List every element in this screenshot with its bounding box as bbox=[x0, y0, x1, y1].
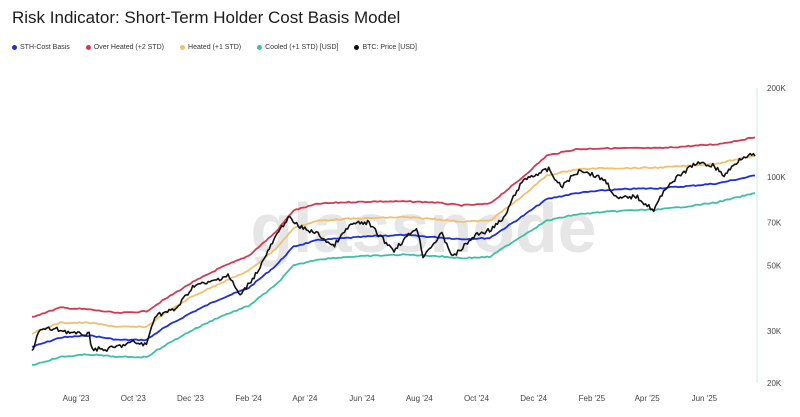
legend-item: Heated (+1 STD) bbox=[180, 44, 241, 51]
y-tick-label: 70K bbox=[767, 218, 782, 227]
x-tick-label: Aug '23 bbox=[63, 394, 90, 403]
legend-swatch bbox=[12, 45, 17, 50]
y-axis-ticks: 20K 30K 50K 70K 100K 200K bbox=[767, 84, 786, 388]
legend-label: Cooled (+1 STD) [USD] bbox=[265, 44, 339, 51]
legend-label: BTC: Price [USD] bbox=[362, 44, 417, 51]
x-tick-label: Jun '25 bbox=[692, 394, 718, 403]
x-tick-label: Oct '24 bbox=[464, 394, 490, 403]
legend-label: Over Heated (+2 STD) bbox=[93, 44, 165, 51]
chart-legend: STH-Cost Basis Over Heated (+2 STD) Heated… bbox=[12, 44, 417, 51]
legend-label: Heated (+1 STD) bbox=[188, 44, 242, 51]
legend-swatch bbox=[354, 45, 360, 50]
x-tick-label: Dec '24 bbox=[520, 394, 547, 403]
y-tick-label: 30K bbox=[767, 327, 782, 336]
x-tick-label: Aug '24 bbox=[406, 394, 433, 403]
series-layer bbox=[31, 136, 756, 366]
x-tick-label: Oct '23 bbox=[121, 394, 147, 403]
legend-label: STH-Cost Basis bbox=[20, 44, 70, 51]
x-tick-label: Feb '24 bbox=[235, 394, 262, 403]
x-tick-label: Apr '25 bbox=[635, 394, 661, 403]
legend-swatch bbox=[180, 45, 186, 50]
x-tick-label: Dec '23 bbox=[177, 394, 204, 403]
legend-item: Over Heated (+2 STD) bbox=[85, 44, 165, 51]
legend-swatch bbox=[85, 45, 91, 50]
y-tick-label: 50K bbox=[767, 262, 782, 271]
series-line bbox=[31, 174, 756, 348]
series-line bbox=[31, 192, 756, 366]
y-tick-label: 100K bbox=[767, 173, 786, 182]
y-tick-label: 20K bbox=[767, 379, 782, 388]
y-tick-label: 200K bbox=[767, 84, 786, 93]
legend-swatch bbox=[257, 45, 263, 50]
legend-item: STH-Cost Basis bbox=[12, 44, 70, 51]
x-tick-label: Feb '25 bbox=[579, 394, 606, 403]
legend-item: BTC: Price [USD] bbox=[354, 44, 417, 51]
series-line bbox=[31, 136, 756, 318]
x-axis-ticks: Aug '23 Oct '23 Dec '23 Feb '24 Apr '24 Jun '… bbox=[63, 394, 718, 403]
x-tick-label: Jun '24 bbox=[349, 394, 375, 403]
legend-item: Cooled (+1 STD) [USD] bbox=[257, 44, 338, 51]
series-line bbox=[31, 152, 756, 352]
chart-title: Risk Indicator: Short-Term Holder Cost B… bbox=[12, 8, 401, 27]
x-tick-label: Apr '24 bbox=[292, 394, 318, 403]
